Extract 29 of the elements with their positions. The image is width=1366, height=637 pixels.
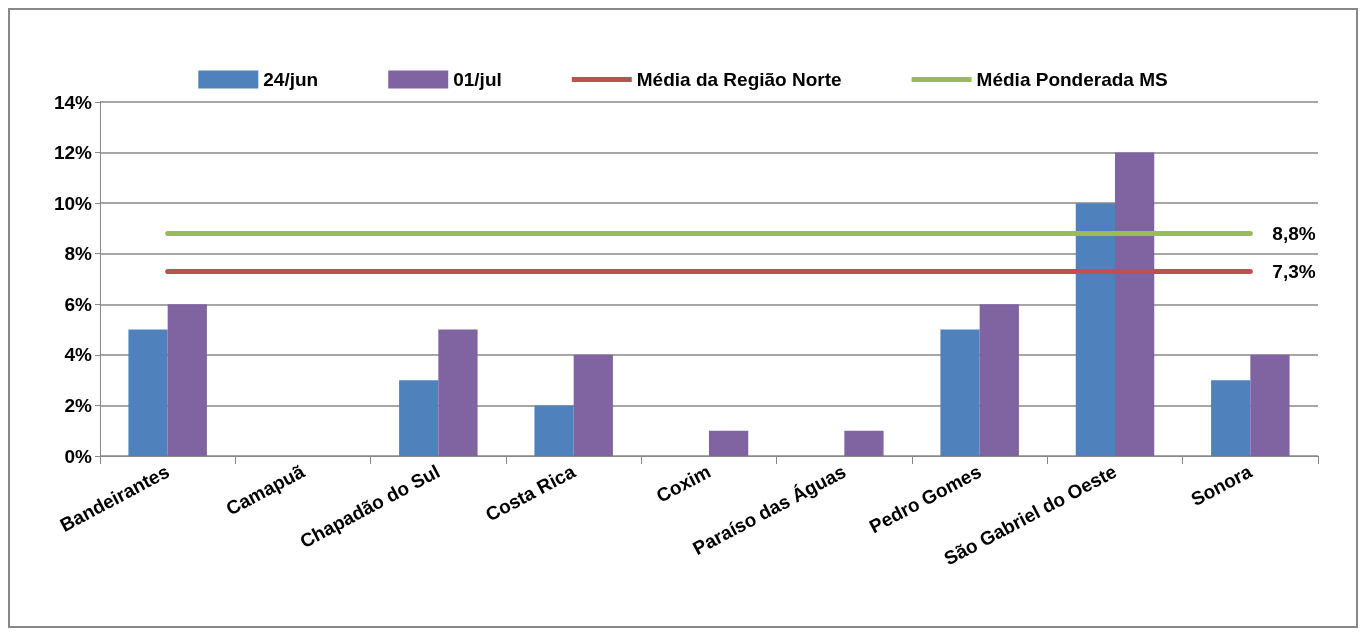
y-tick-label: 4%	[64, 344, 93, 366]
y-tick-label: 0%	[64, 445, 93, 467]
bar	[534, 405, 574, 456]
bar	[128, 329, 168, 456]
bar	[573, 354, 613, 456]
bar	[1075, 203, 1115, 456]
bar	[1115, 152, 1155, 456]
bar	[979, 304, 1019, 456]
bar	[399, 380, 439, 456]
bar	[709, 430, 749, 456]
y-tick-label: 10%	[53, 192, 93, 214]
legend-label: Média da Região Norte	[636, 69, 842, 90]
bar	[438, 329, 478, 456]
bar	[1250, 354, 1290, 456]
y-tick-label: 6%	[64, 293, 93, 315]
bar	[940, 329, 980, 456]
legend-label: 24/jun	[263, 69, 319, 90]
y-tick-label: 2%	[64, 394, 93, 416]
bar	[1211, 380, 1251, 456]
data-label: 7,3%	[1272, 260, 1316, 282]
x-tick-label: Costa Rica	[482, 460, 579, 526]
y-tick-label: 8%	[64, 243, 93, 265]
bar	[844, 430, 884, 456]
y-tick-label: 12%	[53, 142, 93, 164]
y-tick-label: 14%	[53, 91, 93, 113]
legend-label: Média Ponderada MS	[976, 69, 1168, 90]
bar	[167, 304, 207, 456]
data-label: 8,8%	[1272, 222, 1316, 244]
legend-label: 01/jul	[453, 69, 502, 90]
